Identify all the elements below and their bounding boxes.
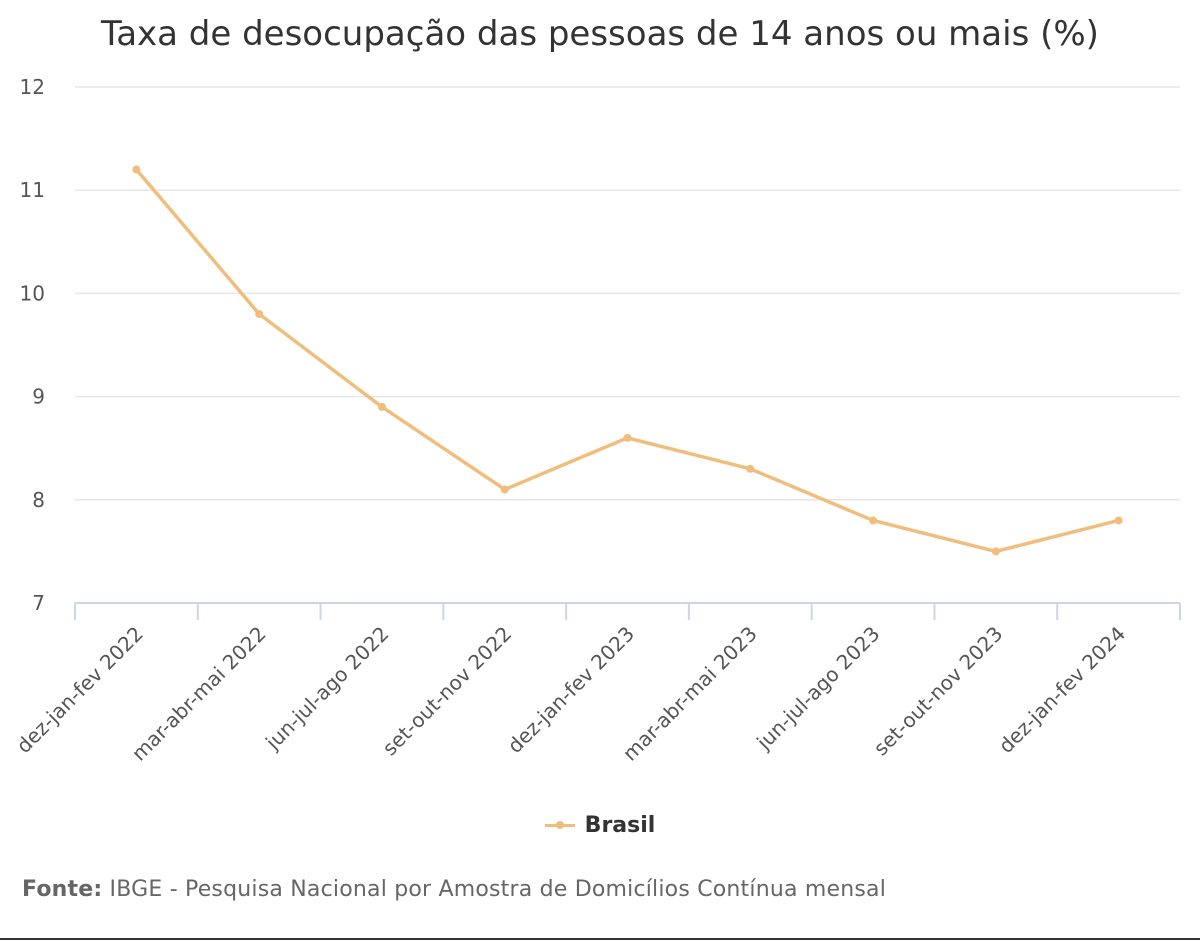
x-tick-label: dez-jan-fev 2022: [12, 622, 148, 758]
data-point[interactable]: [377, 402, 386, 411]
x-tick-label: dez-jan-fev 2023: [503, 622, 639, 758]
data-point[interactable]: [132, 165, 141, 174]
data-point[interactable]: [255, 310, 264, 319]
bottom-divider: [0, 938, 1200, 940]
data-point[interactable]: [746, 464, 755, 473]
x-tick-label: set-out-nov 2023: [869, 622, 1008, 761]
source-label: Fonte:: [22, 877, 103, 902]
y-axis: 7 8 9 10 11 12: [20, 75, 45, 615]
y-tick-label: 12: [20, 75, 45, 99]
series-brasil: [132, 165, 1123, 556]
y-tick-label: 7: [32, 591, 45, 615]
source-text: IBGE - Pesquisa Nacional por Amostra de …: [102, 877, 887, 902]
legend-label: Brasil: [584, 813, 656, 838]
legend-line-marker-icon: [544, 820, 575, 829]
y-tick-label: 9: [32, 385, 45, 409]
legend[interactable]: Brasil: [0, 808, 1200, 838]
x-tick-label: jun-jul-ago 2022: [260, 622, 393, 755]
grid-lines: [75, 86, 1180, 501]
x-tick-label: set-out-nov 2022: [378, 622, 517, 761]
data-point[interactable]: [500, 485, 509, 494]
x-tick-label: mar-abr-mai 2023: [618, 622, 762, 766]
data-point[interactable]: [623, 433, 632, 442]
chart-title: Taxa de desocupação das pessoas de 14 an…: [101, 14, 1099, 54]
x-tick-label: jun-jul-ago 2023: [751, 622, 884, 755]
y-tick-label: 11: [20, 178, 45, 202]
x-tick-label: dez-jan-fev 2024: [994, 622, 1130, 758]
data-point[interactable]: [869, 516, 878, 525]
series-line-brasil: [134, 167, 1121, 554]
y-tick-label: 8: [32, 488, 45, 512]
source-note: Fonte: IBGE - Pesquisa Nacional por Amos…: [22, 877, 886, 902]
y-tick-label: 10: [20, 281, 45, 305]
data-point[interactable]: [1114, 516, 1123, 525]
x-tick-label: mar-abr-mai 2022: [127, 622, 271, 766]
data-point[interactable]: [991, 547, 1000, 556]
legend-item-brasil[interactable]: Brasil: [544, 813, 656, 838]
